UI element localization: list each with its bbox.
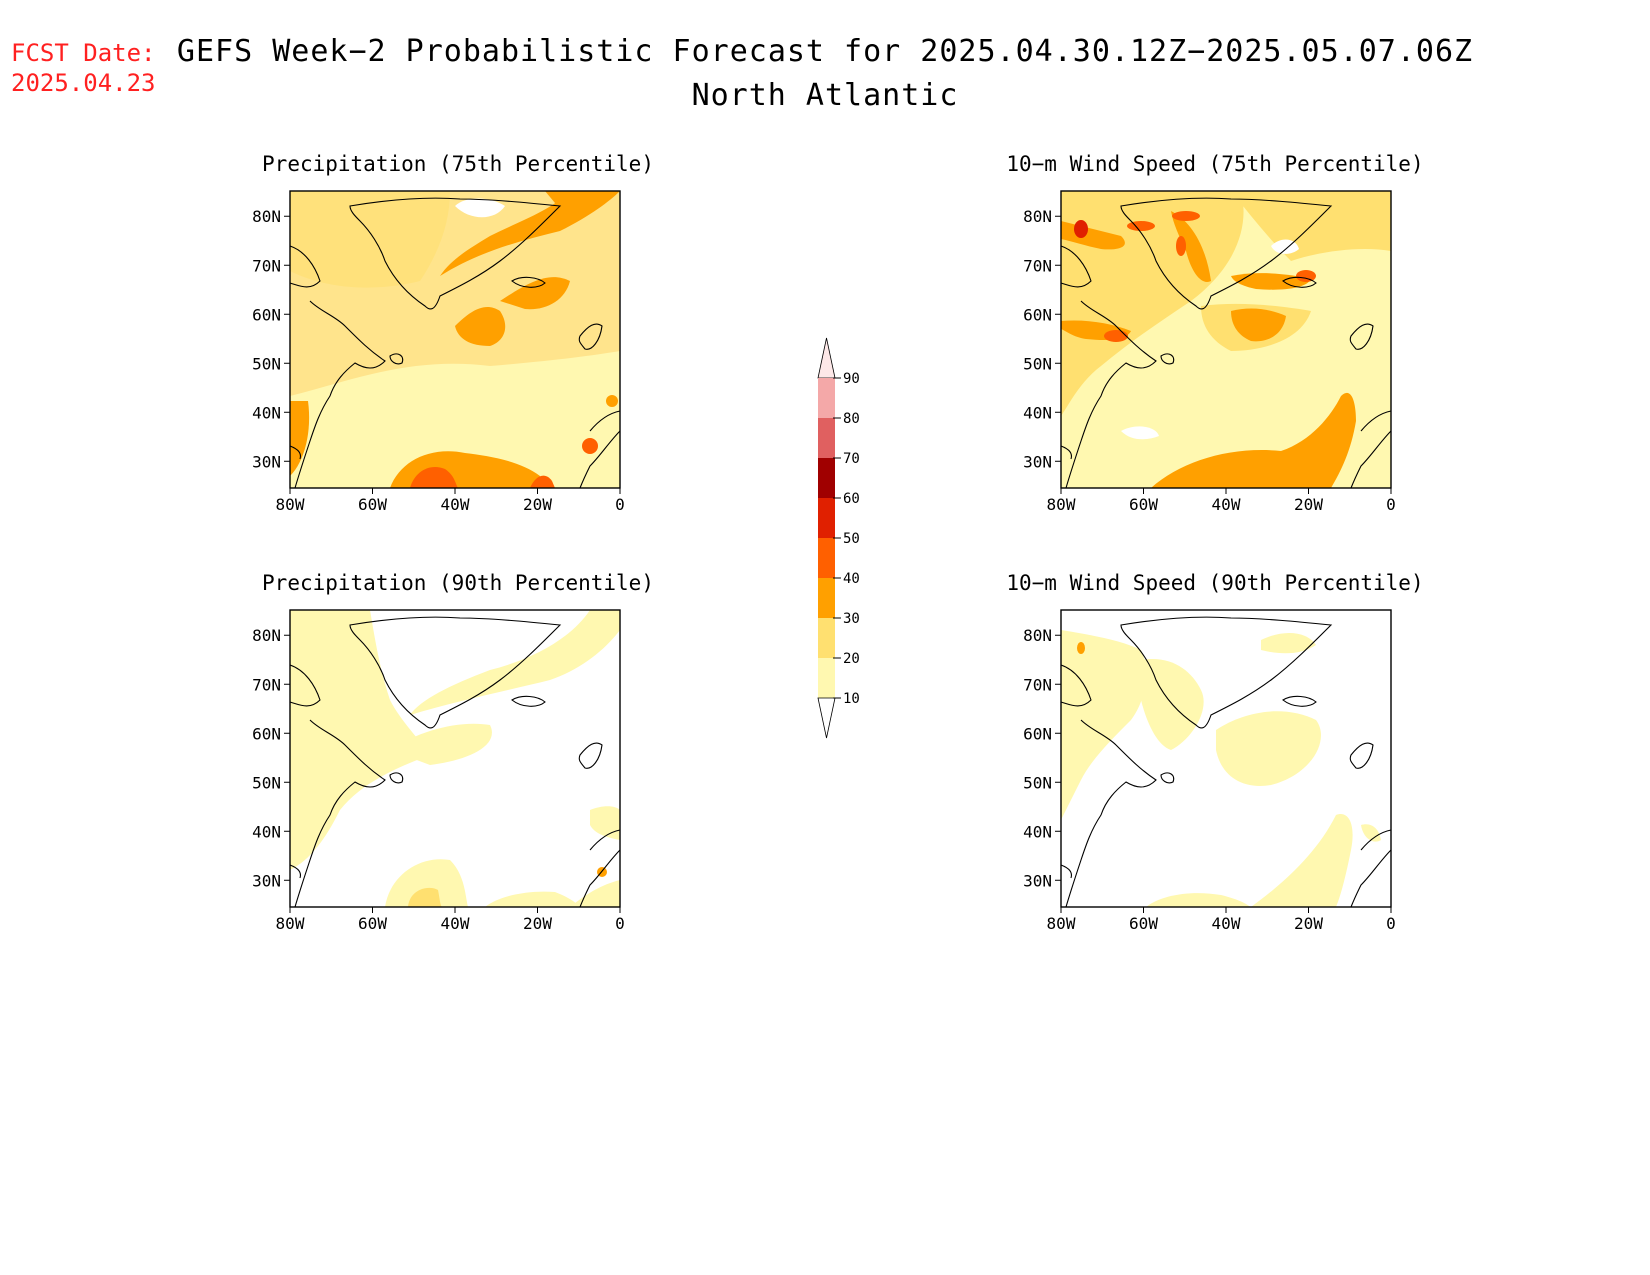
- map-precip90: [289, 609, 621, 908]
- lat-tick-label: 30N: [1023, 452, 1052, 471]
- lon-tick-label: 60W: [1129, 495, 1158, 514]
- fcst-label: FCST Date:: [11, 39, 156, 67]
- colorbar-label: 20: [843, 651, 860, 667]
- colorbar-top-arrow: [817, 337, 836, 379]
- lat-tick-label: 50N: [1023, 773, 1052, 792]
- lon-tick-label: 80W: [276, 495, 305, 514]
- map-wind75: [1060, 190, 1392, 489]
- lat-tick-label: 80N: [1023, 626, 1052, 645]
- main-title: GEFS Week−2 Probabilistic Forecast for 2…: [176, 34, 1474, 69]
- colorbar-swatch: [818, 378, 835, 418]
- lat-tick-label: 30N: [1023, 871, 1052, 890]
- lat-tick-label: 70N: [1023, 675, 1052, 694]
- colorbar-label: 70: [843, 451, 860, 467]
- lon-tick-label: 40W: [1212, 914, 1241, 933]
- lat-tick-label: 40N: [1023, 822, 1052, 841]
- lon-tick-label: 60W: [358, 914, 387, 933]
- lat-tick-label: 60N: [252, 305, 281, 324]
- lat-tick-label: 60N: [1023, 305, 1052, 324]
- lat-tick-label: 70N: [1023, 256, 1052, 275]
- lat-tick-label: 80N: [1023, 207, 1052, 226]
- lat-tick-label: 80N: [252, 207, 281, 226]
- lon-tick-label: 20W: [1294, 495, 1323, 514]
- colorbar-label: 40: [843, 571, 860, 587]
- colorbar-swatch: [818, 418, 835, 458]
- lat-tick-label: 40N: [1023, 403, 1052, 422]
- lon-tick-label: 0: [615, 495, 625, 514]
- lon-tick-label: 20W: [523, 495, 552, 514]
- lat-tick-label: 40N: [252, 403, 281, 422]
- colorbar-swatch: [818, 538, 835, 578]
- lon-tick-label: 40W: [1212, 495, 1241, 514]
- lon-tick-label: 80W: [1047, 914, 1076, 933]
- lon-tick-label: 20W: [523, 914, 552, 933]
- lat-tick-label: 30N: [252, 871, 281, 890]
- colorbar-label: 80: [843, 411, 860, 427]
- colorbar-swatch: [818, 578, 835, 618]
- lat-tick-label: 30N: [252, 452, 281, 471]
- colorbar-label: 10: [843, 691, 860, 707]
- lat-tick-label: 60N: [252, 724, 281, 743]
- colorbar-bottom-arrow: [817, 697, 836, 739]
- colorbar-swatch: [818, 658, 835, 698]
- lon-tick-label: 20W: [1294, 914, 1323, 933]
- colorbar-swatch: [818, 458, 835, 498]
- panel-title-wind90: 10−m Wind Speed (90th Percentile): [1006, 571, 1424, 595]
- lat-tick-label: 40N: [252, 822, 281, 841]
- colorbar-label: 90: [843, 371, 860, 387]
- region-title: North Atlantic: [691, 78, 959, 113]
- lat-tick-label: 50N: [252, 773, 281, 792]
- panel-title-precip90: Precipitation (90th Percentile): [262, 571, 654, 595]
- forecast-date-label: FCST Date: 2025.04.23: [11, 38, 156, 98]
- lat-tick-label: 70N: [252, 256, 281, 275]
- panel-title-wind75: 10−m Wind Speed (75th Percentile): [1006, 152, 1424, 176]
- lon-tick-label: 0: [615, 914, 625, 933]
- lon-tick-label: 60W: [1129, 914, 1158, 933]
- colorbar-swatch: [818, 498, 835, 538]
- lon-tick-label: 60W: [358, 495, 387, 514]
- panel-title-precip75: Precipitation (75th Percentile): [262, 152, 654, 176]
- lat-tick-label: 60N: [1023, 724, 1052, 743]
- colorbar-label: 60: [843, 491, 860, 507]
- lon-tick-label: 80W: [276, 914, 305, 933]
- lon-tick-label: 0: [1386, 914, 1396, 933]
- lat-tick-label: 70N: [252, 675, 281, 694]
- colorbar-label: 50: [843, 531, 860, 547]
- map-precip75: [289, 190, 621, 489]
- fcst-date: 2025.04.23: [11, 69, 156, 97]
- lon-tick-label: 40W: [441, 495, 470, 514]
- lon-tick-label: 0: [1386, 495, 1396, 514]
- colorbar-swatch: [818, 618, 835, 658]
- map-wind90: [1060, 609, 1392, 908]
- lat-tick-label: 50N: [1023, 354, 1052, 373]
- colorbar: 90 80 70 60 50 40 30 20 10: [817, 337, 860, 739]
- lat-tick-label: 50N: [252, 354, 281, 373]
- lon-tick-label: 80W: [1047, 495, 1076, 514]
- colorbar-label: 30: [843, 611, 860, 627]
- lon-tick-label: 40W: [441, 914, 470, 933]
- lat-tick-label: 80N: [252, 626, 281, 645]
